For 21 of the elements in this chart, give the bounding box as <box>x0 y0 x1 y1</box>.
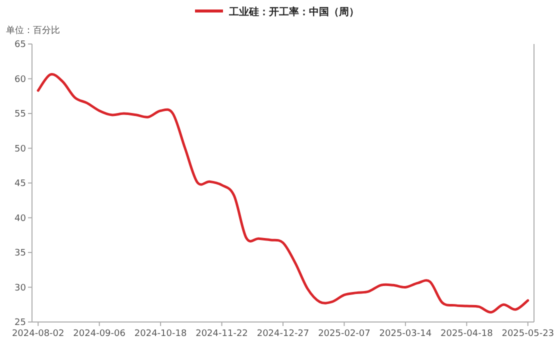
line-series <box>36 73 530 314</box>
y-tick-label: 65 <box>14 40 26 50</box>
y-tick-label: 40 <box>14 214 26 224</box>
y-tick-label: 50 <box>14 144 26 154</box>
x-tick-label: 2025-02-07 <box>318 329 370 339</box>
x-tick-label: 2024-12-27 <box>256 329 310 339</box>
y-tick-label: 35 <box>14 248 26 258</box>
x-tick-label: 2024-09-06 <box>73 329 126 339</box>
x-tick-label: 2025-03-14 <box>379 329 432 339</box>
y-tick-label: 60 <box>14 74 26 85</box>
x-tick-label: 2025-04-18 <box>440 329 494 339</box>
y-tick-label: 30 <box>14 283 26 294</box>
y-tick-label: 45 <box>14 179 26 189</box>
legend-label: 工业硅：开工率：中国（周） <box>228 6 359 18</box>
y-tick-label: 25 <box>14 318 26 328</box>
text: 单位：百分比 <box>6 25 60 36</box>
y-tick-label: 55 <box>14 110 26 120</box>
x-tick-label: 2024-11-22 <box>196 329 248 339</box>
x-tick-label: 2024-08-02 <box>12 329 64 339</box>
x-tick-label: 2025-05-23 <box>502 329 554 339</box>
x-tick-label: 2024-10-18 <box>134 329 187 339</box>
